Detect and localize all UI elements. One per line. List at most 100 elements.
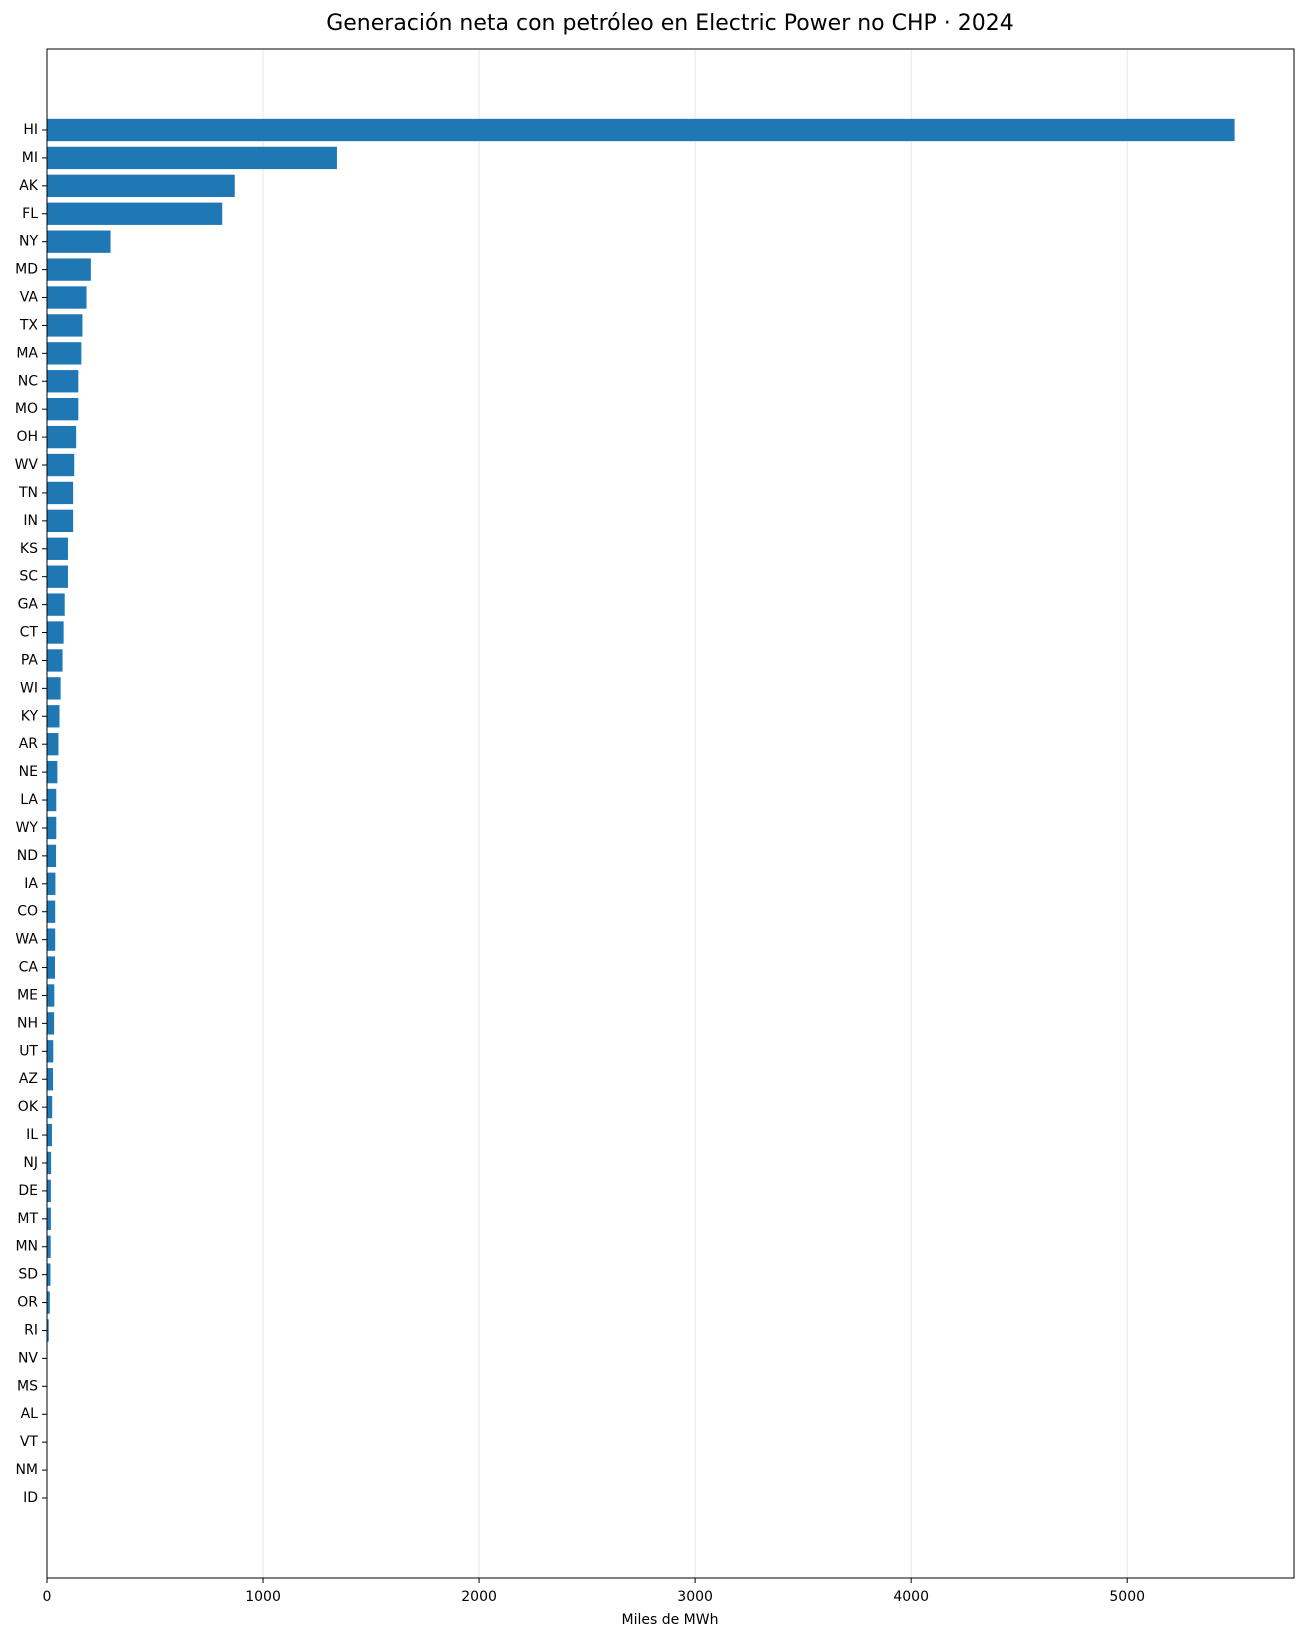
bar (47, 342, 82, 365)
bar (47, 760, 58, 784)
bar (47, 118, 1235, 142)
bar (47, 1179, 51, 1203)
bar (47, 509, 74, 533)
y-tick-label: IL (26, 1127, 38, 1143)
bar (47, 705, 60, 728)
bar (47, 481, 74, 505)
y-tick-label: IA (24, 876, 38, 892)
y-tick-label: CA (19, 960, 39, 976)
bar (47, 816, 57, 840)
y-tick-label: AK (19, 178, 39, 194)
y-tick-label: PA (21, 652, 39, 668)
y-tick-label: WY (16, 820, 39, 836)
y-tick-label: HI (23, 122, 38, 138)
y-tick-label: SD (18, 1267, 38, 1283)
bar (47, 1012, 55, 1035)
bar (47, 733, 59, 756)
bar (47, 565, 68, 588)
y-tick-label: UT (19, 1043, 38, 1059)
bar (47, 230, 111, 253)
x-tick-label: 2000 (461, 1589, 497, 1605)
bar (47, 900, 56, 923)
y-tick-label: AL (21, 1406, 39, 1422)
plot-frame (46, 48, 1295, 1579)
y-tick-label: ME (17, 987, 38, 1003)
bar (47, 1123, 52, 1147)
y-tick-label: MI (22, 150, 38, 166)
y-tick-label: MT (17, 1211, 38, 1227)
bar (47, 286, 87, 309)
y-tick-label: TN (18, 485, 38, 501)
chart-title: Generación neta con petróleo en Electric… (326, 11, 1014, 36)
bar (47, 425, 77, 449)
y-tick-label: WA (15, 932, 38, 948)
y-tick-label: GA (18, 597, 39, 613)
y-tick-label: NV (18, 1350, 38, 1366)
bar (47, 844, 57, 868)
y-tick-label: MN (15, 1239, 38, 1255)
x-axis-label: Miles de MWh (622, 1612, 719, 1628)
bar (47, 593, 65, 616)
bar (47, 258, 91, 281)
y-tick-label: TX (19, 317, 39, 333)
x-tick-label: 5000 (1109, 1589, 1145, 1605)
y-tick-label: NJ (23, 1155, 38, 1171)
y-tick-label: OH (16, 429, 38, 445)
bar (47, 788, 57, 812)
bar (47, 370, 79, 393)
y-tick-label: AR (19, 736, 39, 752)
bar (47, 1235, 51, 1258)
bar (47, 872, 56, 895)
bar (47, 1040, 54, 1063)
y-tick-label: CT (20, 625, 39, 641)
y-tick-label: MA (16, 345, 38, 361)
bar (47, 1207, 51, 1230)
x-tick-label: 1000 (245, 1589, 281, 1605)
x-tick-label: 3000 (677, 1589, 713, 1605)
bar (47, 621, 64, 644)
y-tick-label: KY (21, 708, 39, 724)
bar (47, 314, 83, 337)
y-tick-label: SC (19, 569, 38, 585)
y-tick-label: CO (17, 904, 38, 920)
bar (47, 677, 61, 700)
bar (47, 1151, 52, 1175)
bar (47, 398, 79, 421)
y-tick-label: DE (18, 1183, 38, 1199)
bar (47, 1068, 54, 1091)
y-tick-label: NC (18, 373, 38, 389)
x-tick-label: 0 (43, 1589, 52, 1605)
bar (47, 453, 75, 477)
y-tick-label: VA (20, 290, 39, 306)
y-tick-label: NY (19, 234, 38, 250)
y-tick-label: MD (15, 262, 38, 278)
y-tick-label: ID (23, 1490, 38, 1506)
y-tick-label: MO (15, 401, 38, 417)
x-tick-label: 4000 (893, 1589, 929, 1605)
y-tick-label: NM (15, 1462, 38, 1478)
bar (47, 202, 223, 225)
y-tick-label: WI (20, 680, 38, 696)
bar (47, 956, 55, 979)
bar (47, 928, 56, 951)
bar (47, 649, 63, 672)
y-tick-label: OK (18, 1099, 39, 1115)
bar (47, 984, 55, 1007)
y-tick-label: WV (15, 457, 39, 473)
y-tick-label: KS (20, 541, 38, 557)
bar (47, 146, 337, 170)
bar (47, 174, 235, 198)
bar (47, 1319, 49, 1342)
y-tick-label: OR (17, 1295, 38, 1311)
y-tick-label: NE (19, 764, 38, 780)
y-tick-label: FL (22, 206, 38, 222)
y-tick-label: MS (17, 1378, 38, 1394)
y-tick-label: VT (20, 1434, 39, 1450)
y-tick-label: RI (24, 1322, 38, 1338)
y-tick-label: ND (17, 848, 38, 864)
bar (47, 1291, 50, 1314)
bar (47, 1095, 53, 1119)
y-tick-label: LA (20, 792, 38, 808)
y-tick-label: AZ (19, 1071, 38, 1087)
